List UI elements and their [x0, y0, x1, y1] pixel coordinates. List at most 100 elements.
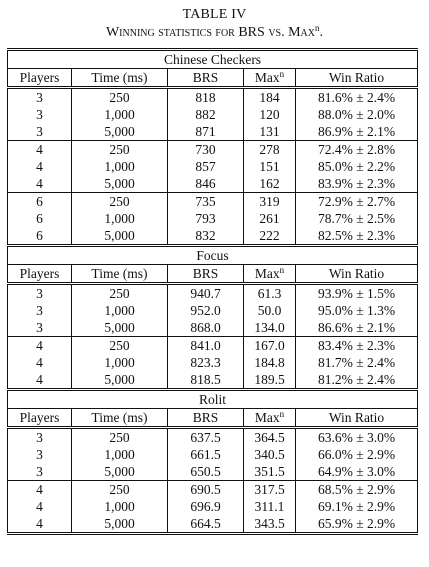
cell-brs: 735	[167, 192, 244, 210]
game-title-row: Rolit	[6, 389, 419, 409]
cell-time: 250	[71, 87, 168, 106]
cell-win-ratio: 66.0% ± 2.9%	[295, 446, 419, 463]
header-max-superscript: n	[279, 69, 285, 79]
header-max: Maxn	[243, 68, 296, 89]
cell-win-ratio: 72.4% ± 2.8%	[295, 140, 419, 158]
cell-max: 184.8	[243, 354, 296, 371]
table-row: 6 1,000 793 261 78.7% ± 2.5%	[7, 210, 419, 227]
table-row: 3 250 818 184 81.6% ± 2.4%	[7, 87, 419, 106]
cell-time: 250	[71, 283, 168, 302]
cell-win-ratio: 83.4% ± 2.3%	[295, 336, 419, 354]
cell-max: 311.1	[243, 498, 296, 515]
header-brs: BRS	[167, 408, 244, 429]
cell-max: 50.0	[243, 302, 296, 319]
game-name: Rolit	[6, 389, 419, 409]
table-row: 3 5,000 871 131 86.9% ± 2.1%	[7, 123, 419, 141]
cell-win-ratio: 95.0% ± 1.3%	[295, 302, 419, 319]
cell-brs: 882	[167, 106, 244, 123]
cell-brs: 637.5	[167, 427, 244, 446]
cell-win-ratio: 88.0% ± 2.0%	[295, 106, 419, 123]
cell-time: 250	[71, 192, 168, 210]
header-players-label: Players	[19, 410, 60, 425]
title-max: Max	[288, 25, 316, 40]
cell-players: 3	[7, 87, 72, 106]
header-max: Maxn	[243, 264, 296, 285]
cell-players: 3	[7, 302, 72, 319]
cell-time: 1,000	[71, 302, 168, 319]
column-header-row: Players Time (ms) BRS Maxn Win Ratio	[7, 68, 419, 89]
cell-max: 340.5	[243, 446, 296, 463]
header-win-ratio: Win Ratio	[295, 68, 419, 89]
cell-time: 1,000	[71, 158, 168, 175]
cell-players: 4	[7, 480, 72, 498]
cell-max: 351.5	[243, 463, 296, 481]
cell-players: 3	[7, 106, 72, 123]
header-players: Players	[7, 408, 72, 429]
header-brs-label: BRS	[192, 266, 219, 281]
cell-max: 120	[243, 106, 296, 123]
cell-players: 3	[7, 463, 72, 481]
header-brs: BRS	[167, 68, 244, 89]
cell-max: 222	[243, 227, 296, 247]
header-players: Players	[7, 68, 72, 89]
table-row: 3 1,000 952.0 50.0 95.0% ± 1.3%	[7, 302, 419, 319]
cell-time: 1,000	[71, 106, 168, 123]
cell-win-ratio: 81.2% ± 2.4%	[295, 371, 419, 391]
cell-brs: 690.5	[167, 480, 244, 498]
header-max-label: Max	[254, 70, 280, 85]
cell-time: 5,000	[71, 515, 168, 535]
header-players-label: Players	[19, 266, 60, 281]
table-number: TABLE IV	[182, 7, 247, 22]
cell-win-ratio: 93.9% ± 1.5%	[295, 283, 419, 302]
cell-max: 317.5	[243, 480, 296, 498]
cell-brs: 940.7	[167, 283, 244, 302]
cell-max: 343.5	[243, 515, 296, 535]
header-max-superscript: n	[279, 265, 285, 275]
cell-brs: 871	[167, 123, 244, 141]
header-time-label: Time (ms)	[91, 266, 148, 281]
cell-players: 4	[7, 515, 72, 535]
cell-players: 4	[7, 354, 72, 371]
game-title-row: Chinese Checkers	[6, 48, 419, 69]
cell-players: 3	[7, 283, 72, 302]
cell-time: 1,000	[71, 446, 168, 463]
header-max-label: Max	[254, 266, 280, 281]
cell-players: 6	[7, 192, 72, 210]
header-max-label: Max	[254, 410, 280, 425]
header-players-label: Players	[19, 70, 60, 85]
cell-time: 1,000	[71, 498, 168, 515]
header-win-ratio-label: Win Ratio	[328, 410, 385, 425]
cell-win-ratio: 86.9% ± 2.1%	[295, 123, 419, 141]
table-row: 4 1,000 857 151 85.0% ± 2.2%	[7, 158, 419, 175]
cell-time: 250	[71, 140, 168, 158]
cell-brs: 868.0	[167, 319, 244, 337]
cell-brs: 832	[167, 227, 244, 247]
table-row: 3 1,000 882 120 88.0% ± 2.0%	[7, 106, 419, 123]
cell-max: 184	[243, 87, 296, 106]
cell-win-ratio: 78.7% ± 2.5%	[295, 210, 419, 227]
cell-max: 151	[243, 158, 296, 175]
cell-win-ratio: 81.6% ± 2.4%	[295, 87, 419, 106]
cell-time: 5,000	[71, 319, 168, 337]
cell-players: 3	[7, 319, 72, 337]
cell-time: 5,000	[71, 463, 168, 481]
cell-max: 364.5	[243, 427, 296, 446]
cell-players: 4	[7, 498, 72, 515]
cell-time: 5,000	[71, 175, 168, 193]
game-name: Chinese Checkers	[6, 48, 419, 69]
cell-brs: 696.9	[167, 498, 244, 515]
header-time: Time (ms)	[71, 264, 168, 285]
table-row: 4 250 841.0 167.0 83.4% ± 2.3%	[7, 336, 419, 354]
title-brs: BRS	[238, 25, 265, 40]
header-time-label: Time (ms)	[91, 410, 148, 425]
cell-max: 261	[243, 210, 296, 227]
table-row: 3 1,000 661.5 340.5 66.0% ± 2.9%	[7, 446, 419, 463]
table-caption: TABLE IV Winning statistics for BRS vs. …	[0, 6, 429, 42]
header-brs: BRS	[167, 264, 244, 285]
table-row: 4 250 730 278 72.4% ± 2.8%	[7, 140, 419, 158]
cell-players: 3	[7, 427, 72, 446]
column-header-row: Players Time (ms) BRS Maxn Win Ratio	[7, 264, 419, 285]
header-time: Time (ms)	[71, 408, 168, 429]
cell-brs: 664.5	[167, 515, 244, 535]
cell-win-ratio: 69.1% ± 2.9%	[295, 498, 419, 515]
